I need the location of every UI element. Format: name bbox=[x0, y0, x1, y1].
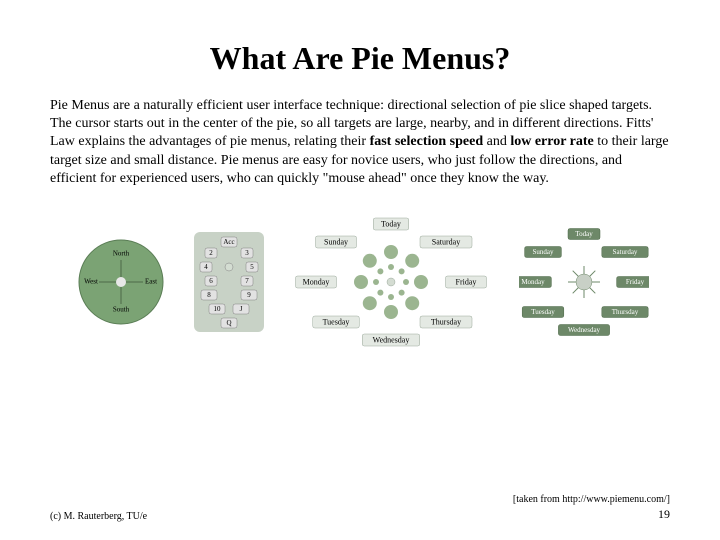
keypad-key-label: 6 bbox=[209, 277, 213, 285]
week-day-label: Wednesday bbox=[373, 335, 410, 344]
week-day-label: Monday bbox=[303, 277, 330, 286]
keypad-key-label: Acc bbox=[223, 238, 234, 246]
week-center-dot bbox=[387, 278, 395, 286]
keypad-key-label: J bbox=[239, 305, 242, 313]
footer: (c) M. Rauterberg, TU/e [taken from http… bbox=[50, 494, 670, 522]
keypad-key-label: 7 bbox=[245, 277, 249, 285]
footer-source: [taken from http://www.piemenu.com/] bbox=[513, 494, 670, 505]
week-dot-inner bbox=[399, 290, 405, 296]
week-dot-inner bbox=[373, 279, 379, 285]
week-dark-spoke bbox=[572, 271, 578, 277]
week-dot-inner bbox=[378, 290, 384, 296]
week-pie-light-diagram: Today Saturday Friday Thursday Wednesday Tues… bbox=[286, 212, 496, 352]
week-day-label: Today bbox=[381, 219, 401, 228]
week-dark-day-label: Wednesday bbox=[568, 326, 601, 334]
compass-west-label: West bbox=[84, 278, 98, 286]
week-day-label: Thursday bbox=[431, 317, 461, 326]
week-dark-day-label: Sunday bbox=[532, 248, 554, 256]
footer-copyright: (c) M. Rauterberg, TU/e bbox=[50, 511, 147, 522]
week-day-label: Friday bbox=[456, 277, 477, 286]
body-text-bold: fast selection speed bbox=[370, 134, 484, 149]
compass-east-label: East bbox=[145, 278, 157, 286]
keypad-key-label: 8 bbox=[207, 291, 211, 299]
body-paragraph: Pie Menus are a naturally efficient user… bbox=[50, 97, 670, 188]
keypad-key-label: 5 bbox=[250, 263, 254, 271]
week-pie-dark-diagram: Today Saturday Friday Thursday Wednesday Tues… bbox=[519, 222, 649, 342]
week-dot-inner bbox=[378, 268, 384, 274]
week-dot-outer bbox=[363, 296, 377, 310]
week-day-label: Tuesday bbox=[323, 317, 350, 326]
week-dot-outer bbox=[384, 305, 398, 319]
compass-hub bbox=[116, 277, 126, 287]
keypad-key-label: 9 bbox=[247, 291, 251, 299]
compass-south-label: South bbox=[113, 306, 130, 314]
page-title: What Are Pie Menus? bbox=[50, 40, 670, 77]
week-dark-day-label: Tuesday bbox=[531, 308, 555, 316]
week-dot-outer bbox=[405, 296, 419, 310]
week-dot-outer bbox=[354, 275, 368, 289]
diagram-row: North East South West Acc 2 3 4 5 6 7 8 9 10 JQ To… bbox=[50, 212, 670, 352]
body-text-bold: low error rate bbox=[510, 134, 593, 149]
keypad-key-label: 4 bbox=[204, 263, 208, 271]
keypad-key-label: 10 bbox=[213, 305, 221, 313]
week-day-label: Sunday bbox=[324, 237, 348, 246]
keypad-key-label: Q bbox=[226, 319, 231, 327]
keypad-pie-diagram: Acc 2 3 4 5 6 7 8 9 10 JQ bbox=[194, 232, 264, 332]
week-dot-outer bbox=[405, 254, 419, 268]
week-dot-outer bbox=[363, 254, 377, 268]
compass-pie-diagram: North East South West bbox=[71, 232, 171, 332]
page-number: 19 bbox=[513, 507, 670, 522]
week-dark-center bbox=[576, 274, 592, 290]
week-dark-day-label: Friday bbox=[626, 278, 645, 286]
week-dot-inner bbox=[403, 279, 409, 285]
week-dark-spoke bbox=[572, 288, 578, 294]
week-dot-inner bbox=[388, 264, 394, 270]
week-dark-spoke bbox=[589, 271, 595, 277]
footer-right: [taken from http://www.piemenu.com/] 19 bbox=[513, 494, 670, 522]
week-dark-day-label: Saturday bbox=[612, 248, 637, 256]
compass-north-label: North bbox=[113, 250, 130, 258]
keypad-key-label: 3 bbox=[245, 249, 249, 257]
week-dark-day-label: Monday bbox=[521, 278, 545, 286]
week-dot-inner bbox=[399, 268, 405, 274]
week-dot-inner bbox=[388, 294, 394, 300]
week-dark-day-label: Thursday bbox=[612, 308, 639, 316]
keypad-key-label: 2 bbox=[209, 249, 213, 257]
week-day-label: Saturday bbox=[432, 237, 460, 246]
week-dot-outer bbox=[384, 245, 398, 259]
keypad-hub bbox=[225, 263, 233, 271]
week-dark-spoke bbox=[589, 288, 595, 294]
week-dark-day-label: Today bbox=[575, 230, 593, 238]
week-dot-outer bbox=[414, 275, 428, 289]
body-text-run: and bbox=[483, 134, 510, 149]
